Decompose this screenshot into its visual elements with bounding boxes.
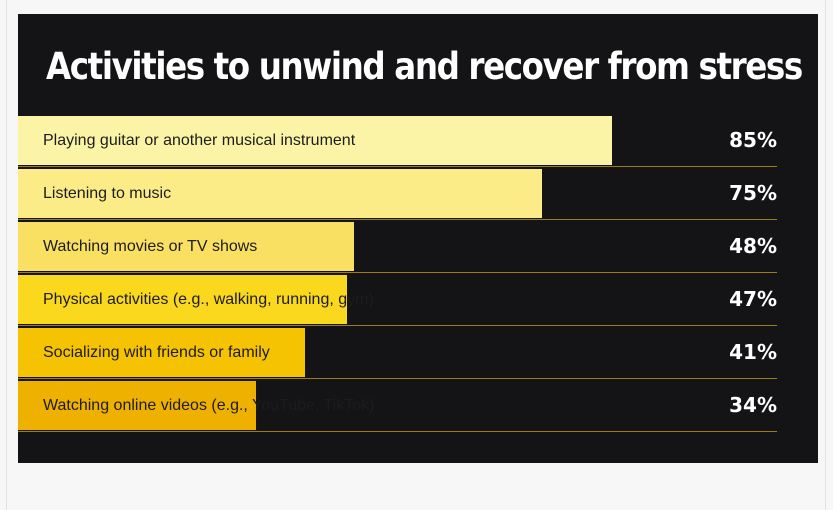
bar-label: Playing guitar or another musical instru… [43, 132, 356, 149]
bar-value-label: 34% [729, 393, 777, 417]
row-divider [18, 325, 777, 326]
bar-value-label: 85% [729, 128, 777, 152]
row-divider [18, 272, 777, 273]
bar-label: Watching online videos (e.g., YouTube, T… [43, 397, 375, 414]
bar-value-label: 48% [729, 234, 777, 258]
bar-label: Socializing with friends or family [43, 344, 270, 361]
bar-value-label: 47% [729, 287, 777, 311]
row-divider [18, 166, 777, 167]
chart-panel: Activities to unwind and recover from st… [18, 14, 818, 463]
bar-3 [18, 222, 354, 271]
bar-label: Listening to music [43, 185, 172, 202]
bar-value-label: 41% [729, 340, 777, 364]
bar-4 [18, 275, 347, 324]
bar-5 [18, 328, 305, 377]
bar-label: Physical activities (e.g., walking, runn… [43, 291, 374, 308]
row-divider [18, 431, 777, 432]
bar-1 [18, 116, 612, 165]
bar-label: Watching movies or TV shows [43, 238, 258, 255]
bar-6 [18, 381, 256, 430]
row-divider [18, 219, 777, 220]
bar-2 [18, 169, 542, 218]
bar-value-label: 75% [729, 181, 777, 205]
chart-title: Activities to unwind and recover from st… [46, 45, 803, 88]
row-divider [18, 378, 777, 379]
